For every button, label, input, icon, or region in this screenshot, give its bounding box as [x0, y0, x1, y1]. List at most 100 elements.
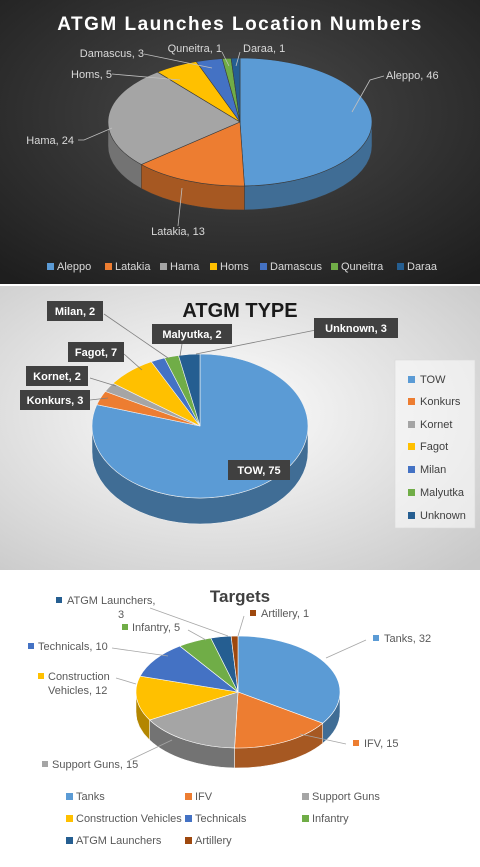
data-label-homs: Homs, 5: [71, 69, 112, 81]
data-label-malyutka: Malyutka, 2: [162, 329, 221, 341]
data-label-fagot: Fagot, 7: [75, 347, 117, 359]
data-labels: Aleppo, 46 Latakia, 13 Hama, 24 Homs, 5 …: [26, 43, 438, 238]
pie-slice-tanks: [237, 635, 341, 724]
legend-swatch-malyutka: [408, 489, 415, 496]
pie-slice-daraa: [230, 57, 241, 123]
pie-slice-support-guns: [149, 691, 239, 749]
data-label-box-unknown: [314, 318, 398, 338]
legend-label-kornet: Kornet: [420, 419, 452, 431]
legend-label-malyutka: Malyutka: [420, 487, 465, 499]
leader-line-konkurs: [89, 397, 109, 401]
data-label-key-infantry: [122, 624, 128, 630]
data-label-konkurs: Konkurs, 3: [27, 395, 84, 407]
data-label-infantry: Infantry, 5: [132, 622, 180, 634]
legend-swatch-unknown: [408, 512, 415, 519]
legend-swatch-atgm-launchers: [66, 837, 73, 844]
data-label-box-fagot: [68, 342, 124, 362]
pie-slice-unknown: [178, 353, 201, 427]
data-label-daraa: Daraa, 1: [243, 43, 285, 55]
legend-swatch-fagot: [408, 443, 415, 450]
legend-swatch-tow: [408, 376, 415, 383]
pie-slice-construction-vehicles: [135, 675, 239, 721]
legend-label-fagot: Fagot: [420, 441, 448, 453]
pie-slices: [107, 57, 373, 211]
leader-line-homs: [111, 73, 181, 81]
targets-chart: Targets Tanks, 32 IFV, 15 Support Guns, …: [0, 572, 480, 867]
data-labels: Tanks, 32 IFV, 15 Support Guns, 15 Const…: [28, 595, 431, 771]
legend-label-construction: Construction Vehicles: [76, 813, 182, 825]
data-label-box-konkurs: [20, 390, 90, 410]
data-label-tow: TOW, 75: [237, 465, 280, 477]
data-label-key-ifv: [353, 740, 359, 746]
data-label-tanks: Tanks, 32: [384, 633, 431, 645]
data-label-box-kornet: [26, 366, 88, 386]
data-label-key-atgm-launchers: [56, 597, 62, 603]
data-label-key-tanks: [373, 635, 379, 641]
legend-label-homs: Homs: [220, 261, 249, 273]
data-label-hama: Hama, 24: [26, 135, 74, 147]
legend-label-quneitra: Quneitra: [341, 261, 384, 273]
data-label-quneitra: Quneitra, 1: [168, 43, 222, 55]
data-label-aleppo: Aleppo, 46: [386, 70, 439, 82]
legend: Aleppo Latakia Hama Homs Damascus Quneit…: [47, 261, 438, 273]
data-label-ifv: IFV, 15: [364, 738, 398, 750]
data-label-box-tow: [228, 460, 290, 480]
leader-lines: [111, 607, 367, 761]
leader-line-quneitra: [221, 51, 230, 67]
data-label-key-artillery: [250, 610, 256, 616]
legend-label-tanks: Tanks: [76, 791, 105, 803]
legend-swatch-aleppo: [47, 263, 54, 270]
data-label-box-malyutka: [152, 324, 232, 344]
data-label-support-guns: Support Guns, 15: [52, 759, 138, 771]
data-label-key-technicals: [28, 643, 34, 649]
data-label-atgm-launchers-line2: 3: [118, 609, 124, 621]
leader-line-ifv: [299, 733, 347, 745]
data-label-technicals: Technicals, 10: [38, 641, 108, 653]
legend-swatch-hama: [160, 263, 167, 270]
leader-line-artillery: [237, 615, 245, 637]
pie-slice-technicals: [139, 645, 240, 693]
legend-label-infantry: Infantry: [312, 813, 349, 825]
legend-label-artillery: Artillery: [195, 835, 232, 847]
legend-swatch-daraa: [397, 263, 404, 270]
legend-label-ifv: IFV: [195, 791, 213, 803]
leader-line-atgm-launchers: [149, 607, 229, 637]
chart-title: ATGM Launches Location Numbers: [57, 14, 423, 35]
legend-swatch-konkurs: [408, 398, 415, 405]
leader-line-construction: [115, 677, 137, 685]
data-label-key-support-guns: [42, 761, 48, 767]
legend-swatch-quneitra: [331, 263, 338, 270]
data-label-unknown: Unknown, 3: [325, 323, 387, 335]
location-chart: ATGM Launches Location Numbers Aleppo, 4…: [0, 0, 480, 284]
legend-label-latakia: Latakia: [115, 261, 151, 273]
data-label-artillery: Artillery, 1: [261, 608, 309, 620]
data-label-latakia: Latakia, 13: [151, 226, 205, 238]
leader-line-technicals: [111, 647, 169, 657]
leader-line-latakia: [177, 187, 183, 227]
data-labels: Milan, 2 Fagot, 7 Kornet, 2 Konkurs, 3 M…: [20, 301, 398, 480]
data-label-atgm-launchers-line1: ATGM Launchers,: [67, 595, 155, 607]
data-label-damascus: Damascus, 3: [80, 48, 144, 60]
leader-line-hama: [78, 127, 113, 141]
legend-label-konkurs: Konkurs: [420, 396, 461, 408]
chart-title: ATGM TYPE: [182, 300, 297, 322]
legend-swatch-technicals: [185, 815, 192, 822]
data-label-box-milan: [47, 301, 103, 321]
leader-line-daraa: [235, 51, 241, 67]
type-chart: ATGM TYPE Milan, 2 Fagot, 7 Kornet, 2 Ko…: [0, 286, 480, 570]
legend-swatch-latakia: [105, 263, 112, 270]
legend-label-tow: TOW: [420, 374, 446, 386]
legend-swatch-infantry: [302, 815, 309, 822]
legend-swatch-artillery: [185, 837, 192, 844]
legend-swatch-kornet: [408, 421, 415, 428]
legend-label-daraa: Daraa: [407, 261, 438, 273]
pie-slices: [135, 635, 341, 769]
leader-line-damascus: [143, 53, 213, 69]
pie-slice-hama: [107, 71, 241, 165]
legend-label-hama: Hama: [170, 261, 200, 273]
legend-label-atgm-launchers: ATGM Launchers: [76, 835, 162, 847]
data-label-construction-line1: Construction: [48, 671, 110, 683]
data-label-key-construction: [38, 673, 44, 679]
legend-swatch-tanks: [66, 793, 73, 800]
legend: TOW Konkurs Kornet Fagot Milan Malyutka …: [394, 359, 476, 529]
